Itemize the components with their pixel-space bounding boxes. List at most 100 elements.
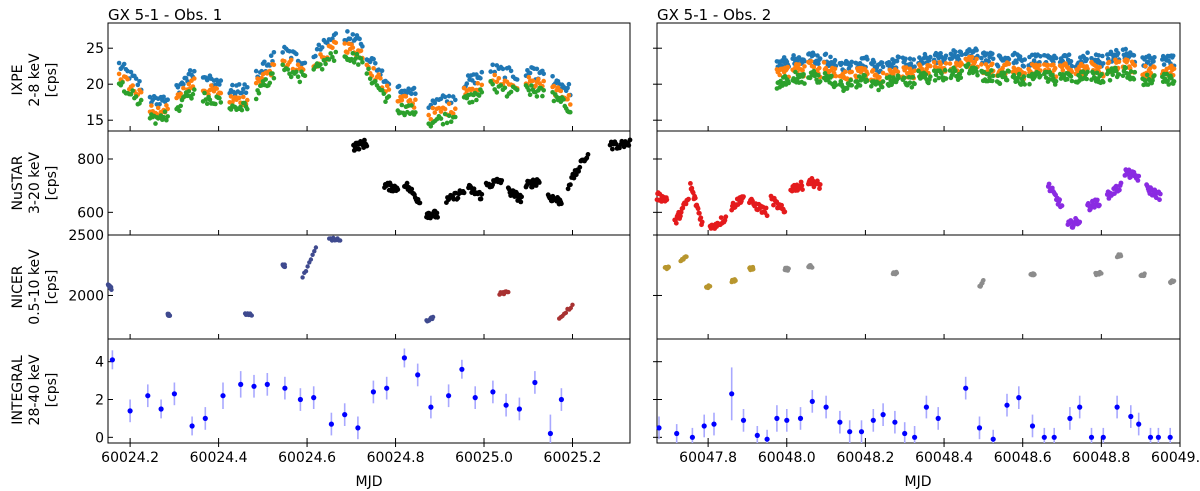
nustar-point (771, 202, 776, 208)
ixpe-point-ixpe_du2 (566, 93, 572, 98)
nustar-point (364, 143, 370, 149)
ixpe-point-ixpe_du2 (931, 60, 937, 65)
ixpe-point-ixpe_du2 (378, 76, 383, 81)
ixpe-point-ixpe_du3 (1004, 77, 1010, 83)
ixpe-point-ixpe_du2 (245, 97, 250, 103)
nustar-point (673, 220, 679, 226)
ixpe-point-ixpe_du2 (350, 45, 356, 50)
ixpe-point-ixpe_du1 (367, 59, 373, 65)
ixpe-point-ixpe_du1 (1021, 64, 1027, 69)
ixpe-point-ixpe_du2 (358, 48, 364, 54)
ixpe-point-ixpe_du3 (1091, 70, 1096, 76)
ixpe-point-ixpe_du3 (958, 75, 964, 80)
ixpe-point-ixpe_du2 (777, 72, 782, 78)
ylabel-ixpe-line3: [cps] (44, 63, 60, 98)
ixpe-point-ixpe_du3 (366, 66, 371, 72)
ixpe-point-ixpe_du3 (330, 54, 335, 60)
integral-point (490, 389, 496, 395)
ixpe-point-ixpe_du3 (1114, 68, 1119, 74)
ixpe-point-ixpe_du1 (903, 56, 908, 62)
nustar-point (817, 186, 822, 192)
ixpe-point-ixpe_du1 (157, 102, 162, 107)
ixpe-point-ixpe_du3 (540, 93, 545, 99)
ixpe-point-ixpe_du2 (796, 62, 802, 67)
ixpe-point-ixpe_du3 (1016, 71, 1022, 77)
ixpe-point-ixpe_du2 (479, 82, 485, 88)
ixpe-point-ixpe_du2 (438, 109, 444, 114)
ixpe-point-ixpe_du1 (345, 29, 350, 34)
nustar-point (697, 210, 702, 216)
ixpe-point-ixpe_du3 (786, 80, 791, 86)
ixpe-point-ixpe_du1 (1096, 53, 1102, 58)
ixpe-point-ixpe_du2 (125, 76, 130, 82)
ixpe-point-ixpe_du3 (165, 114, 170, 119)
ixpe-point-ixpe_du1 (490, 62, 496, 68)
ixpe-point-ixpe_du3 (1150, 78, 1155, 83)
nustar-point (435, 214, 440, 220)
ixpe-point-ixpe_du3 (508, 89, 514, 95)
integral-point (446, 393, 452, 399)
ylabel-nicer-line3: [cps] (44, 270, 60, 305)
nustar-point (461, 190, 467, 196)
ixpe-point-ixpe_du2 (236, 95, 242, 101)
integral-point (282, 385, 288, 391)
ixpe-point-ixpe_du2 (330, 45, 335, 51)
integral-point (503, 402, 509, 408)
ixpe-point-ixpe_du1 (1068, 59, 1074, 64)
ixpe-point-ixpe_du2 (1132, 63, 1138, 68)
x-tick-label: 60048.6 (994, 450, 1052, 466)
ixpe-point-ixpe_du1 (478, 76, 483, 81)
ixpe-point-ixpe_du3 (1002, 70, 1007, 76)
ixpe-point-ixpe_du3 (297, 79, 303, 85)
ixpe-point-ixpe_du1 (811, 52, 817, 57)
ixpe-point-ixpe_du3 (295, 74, 301, 79)
ixpe-point-ixpe_du2 (924, 66, 929, 72)
ixpe-point-ixpe_du2 (181, 85, 186, 91)
integral-point (370, 389, 376, 395)
ixpe-point-ixpe_du3 (989, 68, 994, 73)
ixpe-point-ixpe_du3 (192, 87, 197, 92)
ixpe-point-ixpe_du2 (1116, 59, 1122, 65)
ixpe-point-ixpe_du1 (953, 49, 958, 55)
ixpe-point-ixpe_du2 (442, 106, 448, 112)
nustar-point (395, 187, 401, 193)
nustar-point (519, 194, 524, 200)
ixpe-point-ixpe_du3 (474, 97, 479, 103)
ixpe-point-ixpe_du1 (871, 59, 877, 65)
ixpe-point-ixpe_du3 (1132, 69, 1138, 75)
ixpe-point-ixpe_du3 (902, 75, 907, 81)
ixpe-point-ixpe_du1 (133, 76, 139, 81)
ixpe-point-ixpe_du3 (928, 74, 933, 79)
ixpe-point-ixpe_du1 (165, 97, 170, 102)
ylabel-nustar-line2: 3-20 keV (27, 152, 43, 214)
ixpe-point-ixpe_du2 (968, 58, 974, 63)
nustar-point (1157, 191, 1163, 197)
integral-point (902, 430, 908, 437)
nustar-point (1094, 197, 1100, 203)
ixpe-point-ixpe_du3 (947, 68, 953, 73)
ixpe-point-ixpe_du3 (440, 121, 446, 127)
ixpe-point-ixpe_du2 (530, 78, 536, 84)
ixpe-point-ixpe_du1 (230, 82, 235, 88)
ixpe-point-ixpe_du1 (218, 78, 224, 83)
ixpe-point-ixpe_du1 (175, 85, 181, 90)
nustar-point (417, 200, 423, 206)
ixpe-point-ixpe_du1 (1031, 58, 1037, 63)
ixpe-point-ixpe_du1 (984, 51, 990, 56)
ixpe-series-col1 (116, 29, 573, 129)
ixpe-point-ixpe_du3 (1131, 77, 1137, 82)
ixpe-point-ixpe_du3 (446, 113, 452, 118)
ixpe-point-ixpe_du1 (396, 83, 402, 89)
ixpe-point-ixpe_du3 (990, 78, 995, 84)
ixpe-point-ixpe_du1 (506, 65, 512, 70)
y-tick-label-nicer: 2500 (68, 228, 104, 244)
ixpe-point-ixpe_du1 (816, 61, 821, 66)
ixpe-point-ixpe_du3 (923, 72, 929, 77)
x-tick-label: 60024.4 (190, 450, 248, 466)
ixpe-point-ixpe_du2 (345, 50, 350, 55)
ixpe-point-ixpe_du3 (453, 114, 458, 120)
nustar-point (798, 179, 804, 185)
integral-point (311, 395, 317, 401)
ixpe-point-ixpe_du3 (975, 72, 980, 78)
nicer-point (305, 264, 310, 269)
